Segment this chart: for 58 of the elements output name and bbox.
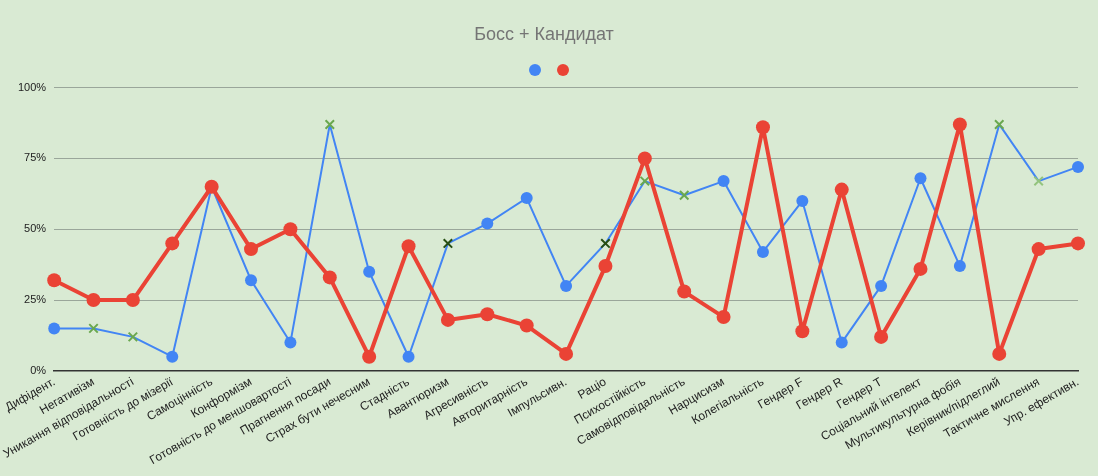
point — [992, 346, 1007, 361]
point — [717, 175, 730, 188]
point — [244, 242, 259, 257]
point — [362, 349, 377, 364]
y-tick-label: 75% — [24, 151, 47, 164]
point — [677, 284, 692, 299]
point — [440, 312, 455, 327]
y-tick-label: 100% — [17, 80, 47, 93]
point — [481, 217, 494, 230]
point — [755, 120, 770, 135]
point — [914, 172, 927, 185]
y-tick-label: 50% — [24, 222, 47, 235]
point — [756, 245, 769, 258]
point — [401, 239, 416, 254]
point — [598, 259, 613, 274]
point — [795, 324, 810, 339]
y-tick-label: 25% — [24, 293, 47, 306]
point — [519, 318, 534, 333]
point — [442, 238, 454, 249]
point — [47, 273, 62, 288]
point — [1031, 242, 1046, 257]
point — [875, 279, 888, 292]
point — [834, 182, 849, 197]
point — [322, 270, 337, 285]
point — [284, 336, 297, 349]
point — [363, 265, 376, 278]
point — [559, 346, 574, 361]
point — [324, 119, 336, 130]
point — [86, 293, 101, 308]
point — [283, 222, 298, 237]
point — [874, 329, 889, 344]
point — [952, 117, 967, 132]
point — [953, 260, 966, 273]
point — [1072, 160, 1084, 173]
point — [166, 350, 179, 363]
y-tick-label: 0% — [30, 363, 47, 376]
point — [835, 336, 848, 349]
point — [639, 175, 651, 187]
point — [245, 274, 258, 287]
chart-title: Босс + Кандидат — [474, 23, 614, 44]
point — [48, 322, 61, 335]
point — [796, 194, 809, 207]
point — [1071, 236, 1085, 251]
point — [1033, 175, 1044, 187]
point — [913, 261, 928, 276]
point — [716, 310, 731, 325]
point — [994, 119, 1005, 130]
point — [125, 293, 140, 308]
point — [637, 151, 652, 166]
point — [402, 350, 415, 363]
point — [88, 323, 99, 334]
point — [560, 279, 573, 292]
point — [520, 192, 533, 205]
point — [127, 331, 139, 343]
point — [165, 236, 180, 251]
point — [600, 238, 611, 249]
point — [480, 307, 495, 322]
point — [678, 190, 690, 201]
